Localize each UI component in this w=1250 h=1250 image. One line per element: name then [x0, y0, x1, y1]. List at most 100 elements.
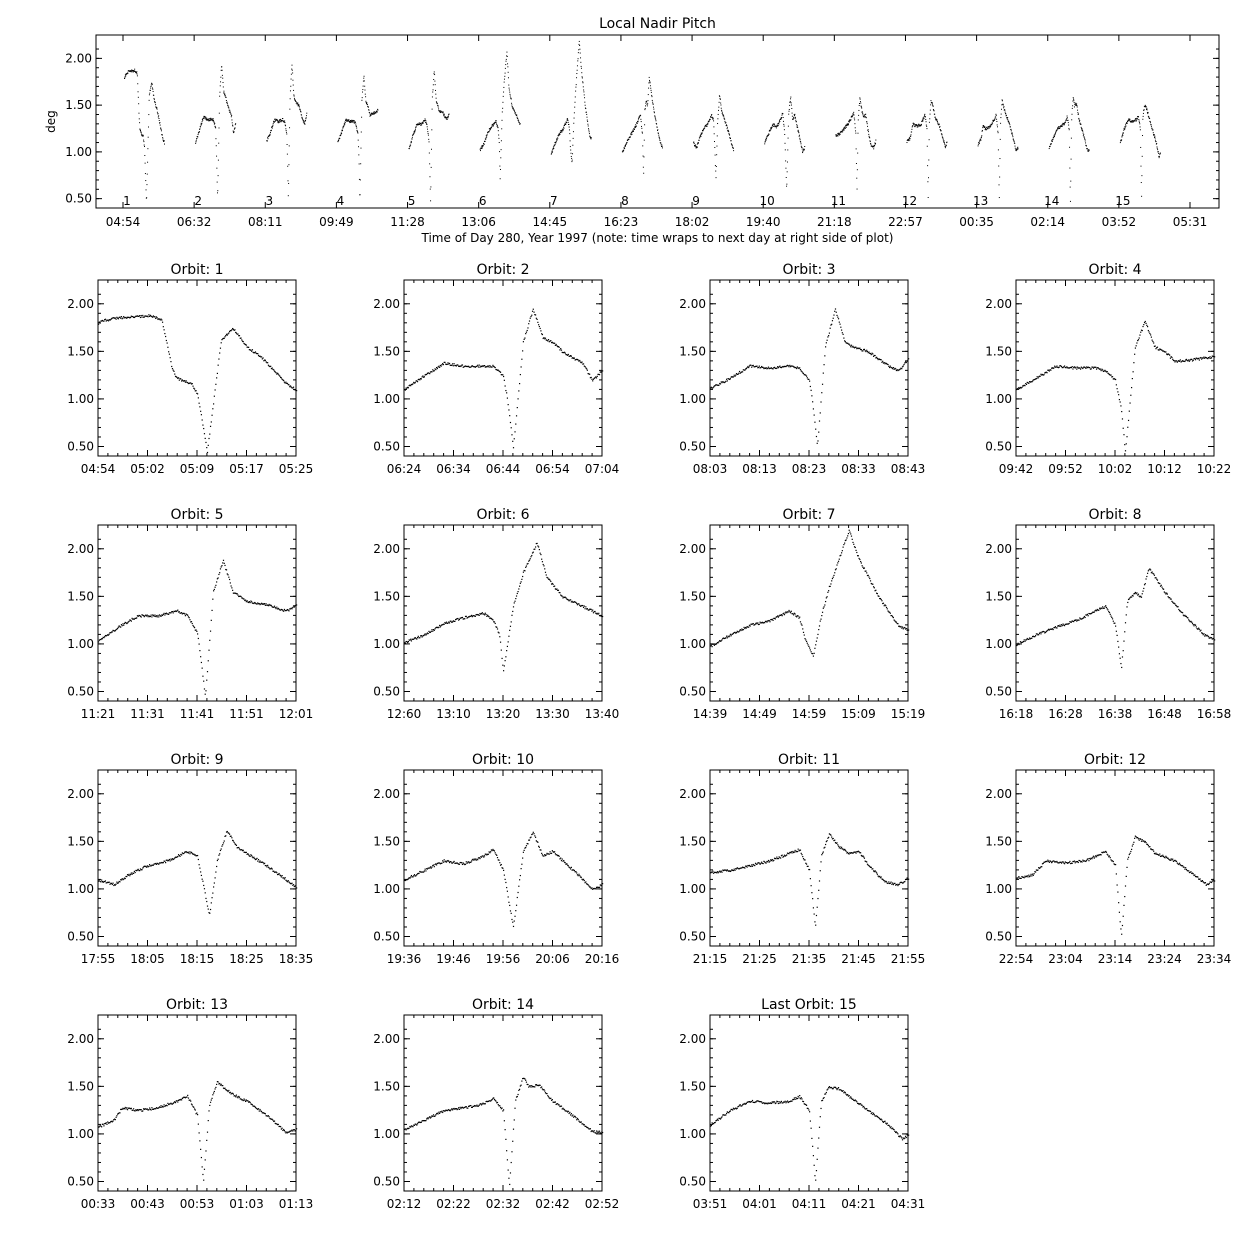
data-point: [267, 364, 270, 366]
data-point: [552, 583, 554, 585]
data-point: [156, 317, 158, 319]
data-point: [1125, 125, 1127, 127]
data-point: [879, 597, 881, 600]
data-point: [855, 148, 857, 150]
data-point: [1084, 140, 1086, 142]
data-point: [417, 123, 419, 125]
data-point: [1170, 356, 1172, 358]
data-point: [455, 364, 457, 367]
data-point: [340, 134, 342, 136]
data-point: [598, 615, 601, 617]
data-point: [941, 133, 943, 135]
data-point: [590, 138, 592, 140]
data-point: [434, 368, 436, 370]
data-point: [702, 129, 704, 131]
data-point: [806, 377, 808, 379]
data-point: [695, 147, 697, 149]
data-point: [655, 120, 657, 122]
data-point: [981, 130, 983, 132]
data-point: [1079, 120, 1081, 122]
data-point: [176, 610, 178, 612]
data-point: [489, 129, 491, 131]
data-point: [219, 85, 221, 87]
data-point: [718, 106, 720, 108]
data-point: [1060, 125, 1062, 127]
x-tick-label: 04:54: [106, 215, 141, 229]
data-point: [358, 178, 360, 180]
data-point: [1089, 368, 1092, 370]
orbit-frame: [97, 279, 297, 457]
data-point: [649, 85, 651, 87]
data-point: [1166, 353, 1168, 355]
data-point: [1008, 120, 1010, 122]
data-point: [565, 121, 567, 123]
data-point: [595, 612, 597, 614]
y-tick-label: 2.00: [679, 297, 706, 311]
data-point: [790, 610, 792, 612]
data-point: [723, 381, 725, 384]
data-point: [1147, 329, 1149, 332]
data-point: [485, 365, 487, 368]
data-point: [910, 134, 912, 136]
data-point: [498, 134, 500, 136]
data-point: [165, 613, 167, 615]
data-point: [594, 610, 596, 613]
data-point: [356, 129, 358, 131]
data-point: [212, 590, 215, 592]
data-point: [789, 100, 791, 102]
data-point: [201, 667, 203, 669]
data-point: [446, 622, 448, 625]
data-point: [661, 145, 663, 147]
data-point: [579, 604, 581, 607]
data-point: [493, 122, 495, 124]
data-point: [595, 377, 598, 379]
data-point: [248, 601, 250, 603]
data-point: [410, 640, 413, 642]
data-point: [486, 136, 488, 138]
data-point: [188, 382, 190, 385]
data-point: [571, 357, 573, 359]
data-point: [713, 120, 715, 122]
data-point: [719, 95, 721, 97]
data-point: [1107, 609, 1109, 611]
data-point: [1079, 122, 1081, 124]
data-point: [214, 586, 216, 588]
data-point: [823, 606, 825, 608]
data-point: [447, 117, 449, 119]
data-point: [131, 69, 133, 71]
data-point: [290, 85, 292, 87]
data-point: [759, 367, 761, 369]
data-point: [467, 616, 469, 619]
data-point: [1001, 100, 1003, 102]
data-point: [424, 119, 426, 121]
data-point: [195, 142, 197, 144]
data-point: [926, 125, 928, 127]
data-point: [1182, 612, 1184, 614]
data-point: [250, 600, 252, 602]
data-point: [1063, 624, 1065, 626]
y-tick-label: 1.00: [373, 392, 400, 406]
data-point: [446, 363, 448, 365]
data-point: [1099, 608, 1101, 610]
data-point: [1066, 117, 1068, 119]
data-point: [186, 381, 188, 383]
data-point: [910, 135, 912, 137]
data-point: [583, 94, 585, 96]
data-point: [416, 636, 419, 639]
data-point: [522, 350, 524, 352]
data-point: [596, 375, 598, 377]
data-point: [505, 656, 507, 658]
data-point: [291, 69, 293, 71]
data-point: [1094, 366, 1096, 368]
data-point: [1177, 360, 1179, 362]
data-point: [641, 127, 643, 129]
data-point: [183, 612, 185, 614]
data-point: [225, 100, 227, 102]
data-point: [445, 363, 448, 366]
data-point: [794, 116, 796, 118]
data-point: [835, 134, 837, 136]
data-point: [416, 381, 419, 383]
data-point: [464, 365, 466, 367]
data-point: [577, 58, 579, 60]
data-point: [1111, 376, 1114, 378]
